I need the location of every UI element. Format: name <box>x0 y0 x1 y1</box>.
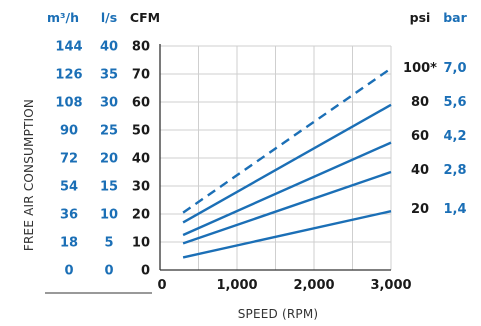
bar-label: 4,2 <box>443 129 466 144</box>
y-tick-label: 50 <box>132 124 150 139</box>
y-tick-label: 0 <box>141 264 150 279</box>
series-line-80 <box>182 103 392 224</box>
x-tick-label: 0 <box>157 278 166 293</box>
y-tick-label: 30 <box>100 96 118 111</box>
left-axis-header: CFM <box>130 10 160 25</box>
y-tick-label: 30 <box>132 180 150 195</box>
bar-label: 5,6 <box>443 95 466 110</box>
series-lines <box>182 67 392 259</box>
y-tick-label: 36 <box>60 208 78 223</box>
psi-label: 20 <box>411 202 429 217</box>
right-axis-header-bar: bar <box>443 10 467 25</box>
bar-label: 2,8 <box>443 163 466 178</box>
y-tick-label: 0 <box>104 264 113 279</box>
y-tick-label: 5 <box>104 236 113 251</box>
left-axis-header: l/s <box>101 10 117 25</box>
x-axis-title: SPEED (RPM) <box>238 307 319 321</box>
y-tick-label: 60 <box>132 96 150 111</box>
series-line-20 <box>182 210 392 259</box>
y-tick-label: 54 <box>60 180 78 195</box>
x-tick-label: 2,000 <box>293 278 334 293</box>
series-line-40 <box>182 170 392 245</box>
y-tick-label: 18 <box>60 236 78 251</box>
tick-labels: m³/h 144 126 108 90 72 54 36 18 0 l/s 40 35 30 25 20 15 1… <box>47 10 468 293</box>
left-axis-header: m³/h <box>47 10 79 25</box>
y-tick-label: 15 <box>100 180 118 195</box>
y-tick-label: 80 <box>132 40 150 55</box>
y-tick-label: 25 <box>100 124 118 139</box>
bar-label: 7,0 <box>443 61 466 76</box>
y-tick-label: 20 <box>132 208 150 223</box>
y-tick-label: 10 <box>100 208 118 223</box>
right-axis-header-psi: psi <box>410 10 431 25</box>
grid <box>159 45 392 271</box>
axes <box>45 44 391 294</box>
x-tick-label: 1,000 <box>216 278 257 293</box>
y-tick-label: 144 <box>55 40 82 55</box>
y-tick-label: 72 <box>60 152 78 167</box>
series-line-60 <box>182 141 392 237</box>
x-tick-label: 3,000 <box>370 278 411 293</box>
y-axis-title: FREE AIR CONSUMPTION <box>22 99 36 251</box>
y-tick-label: 90 <box>60 124 78 139</box>
y-tick-label: 108 <box>55 96 82 111</box>
series-line-100 <box>182 67 392 214</box>
y-tick-label: 40 <box>100 40 118 55</box>
y-tick-label: 0 <box>64 264 73 279</box>
y-tick-label: 10 <box>132 236 150 251</box>
psi-label: 40 <box>411 163 429 178</box>
y-tick-label: 40 <box>132 152 150 167</box>
psi-label: 80 <box>411 95 429 110</box>
y-tick-label: 20 <box>100 152 118 167</box>
psi-label: 60 <box>411 129 429 144</box>
y-tick-label: 35 <box>100 68 118 83</box>
bar-label: 1,4 <box>443 202 466 217</box>
y-tick-label: 70 <box>132 68 150 83</box>
psi-label: 100* <box>403 61 437 76</box>
y-tick-label: 126 <box>55 68 82 83</box>
